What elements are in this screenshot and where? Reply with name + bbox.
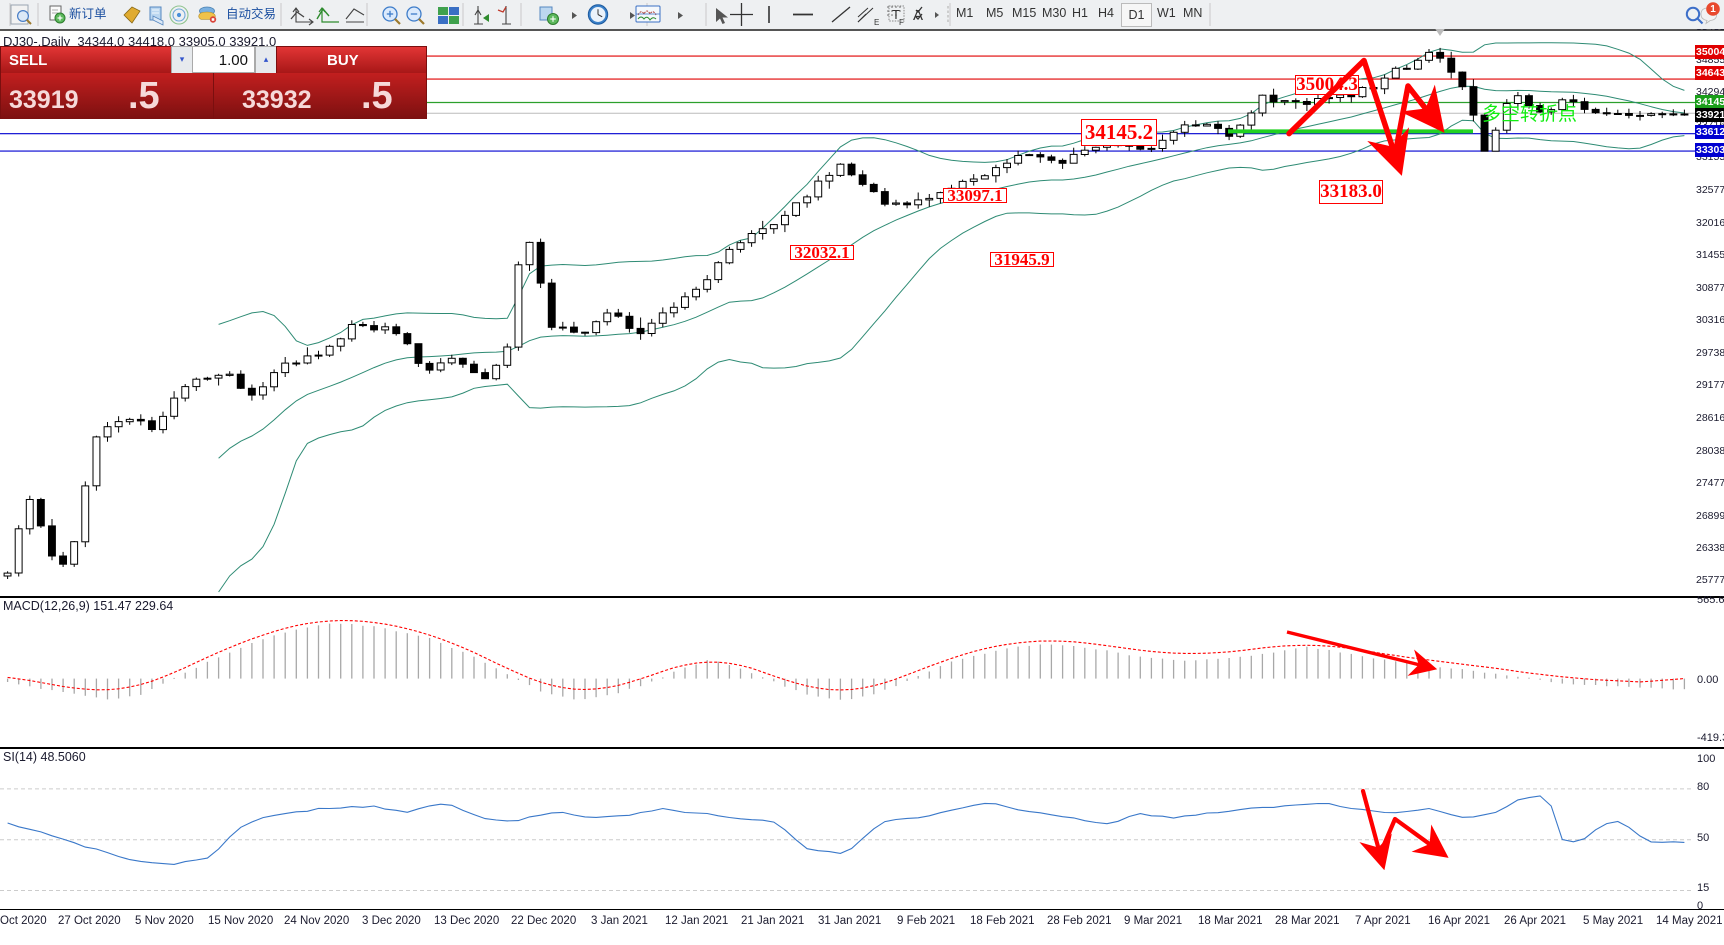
svg-text:1: 1 (1710, 4, 1716, 15)
svg-text:新订单: 新订单 (69, 6, 107, 21)
svg-text:T: T (892, 7, 900, 22)
svg-text:E: E (874, 18, 879, 27)
svg-text:自动交易: 自动交易 (226, 6, 276, 21)
